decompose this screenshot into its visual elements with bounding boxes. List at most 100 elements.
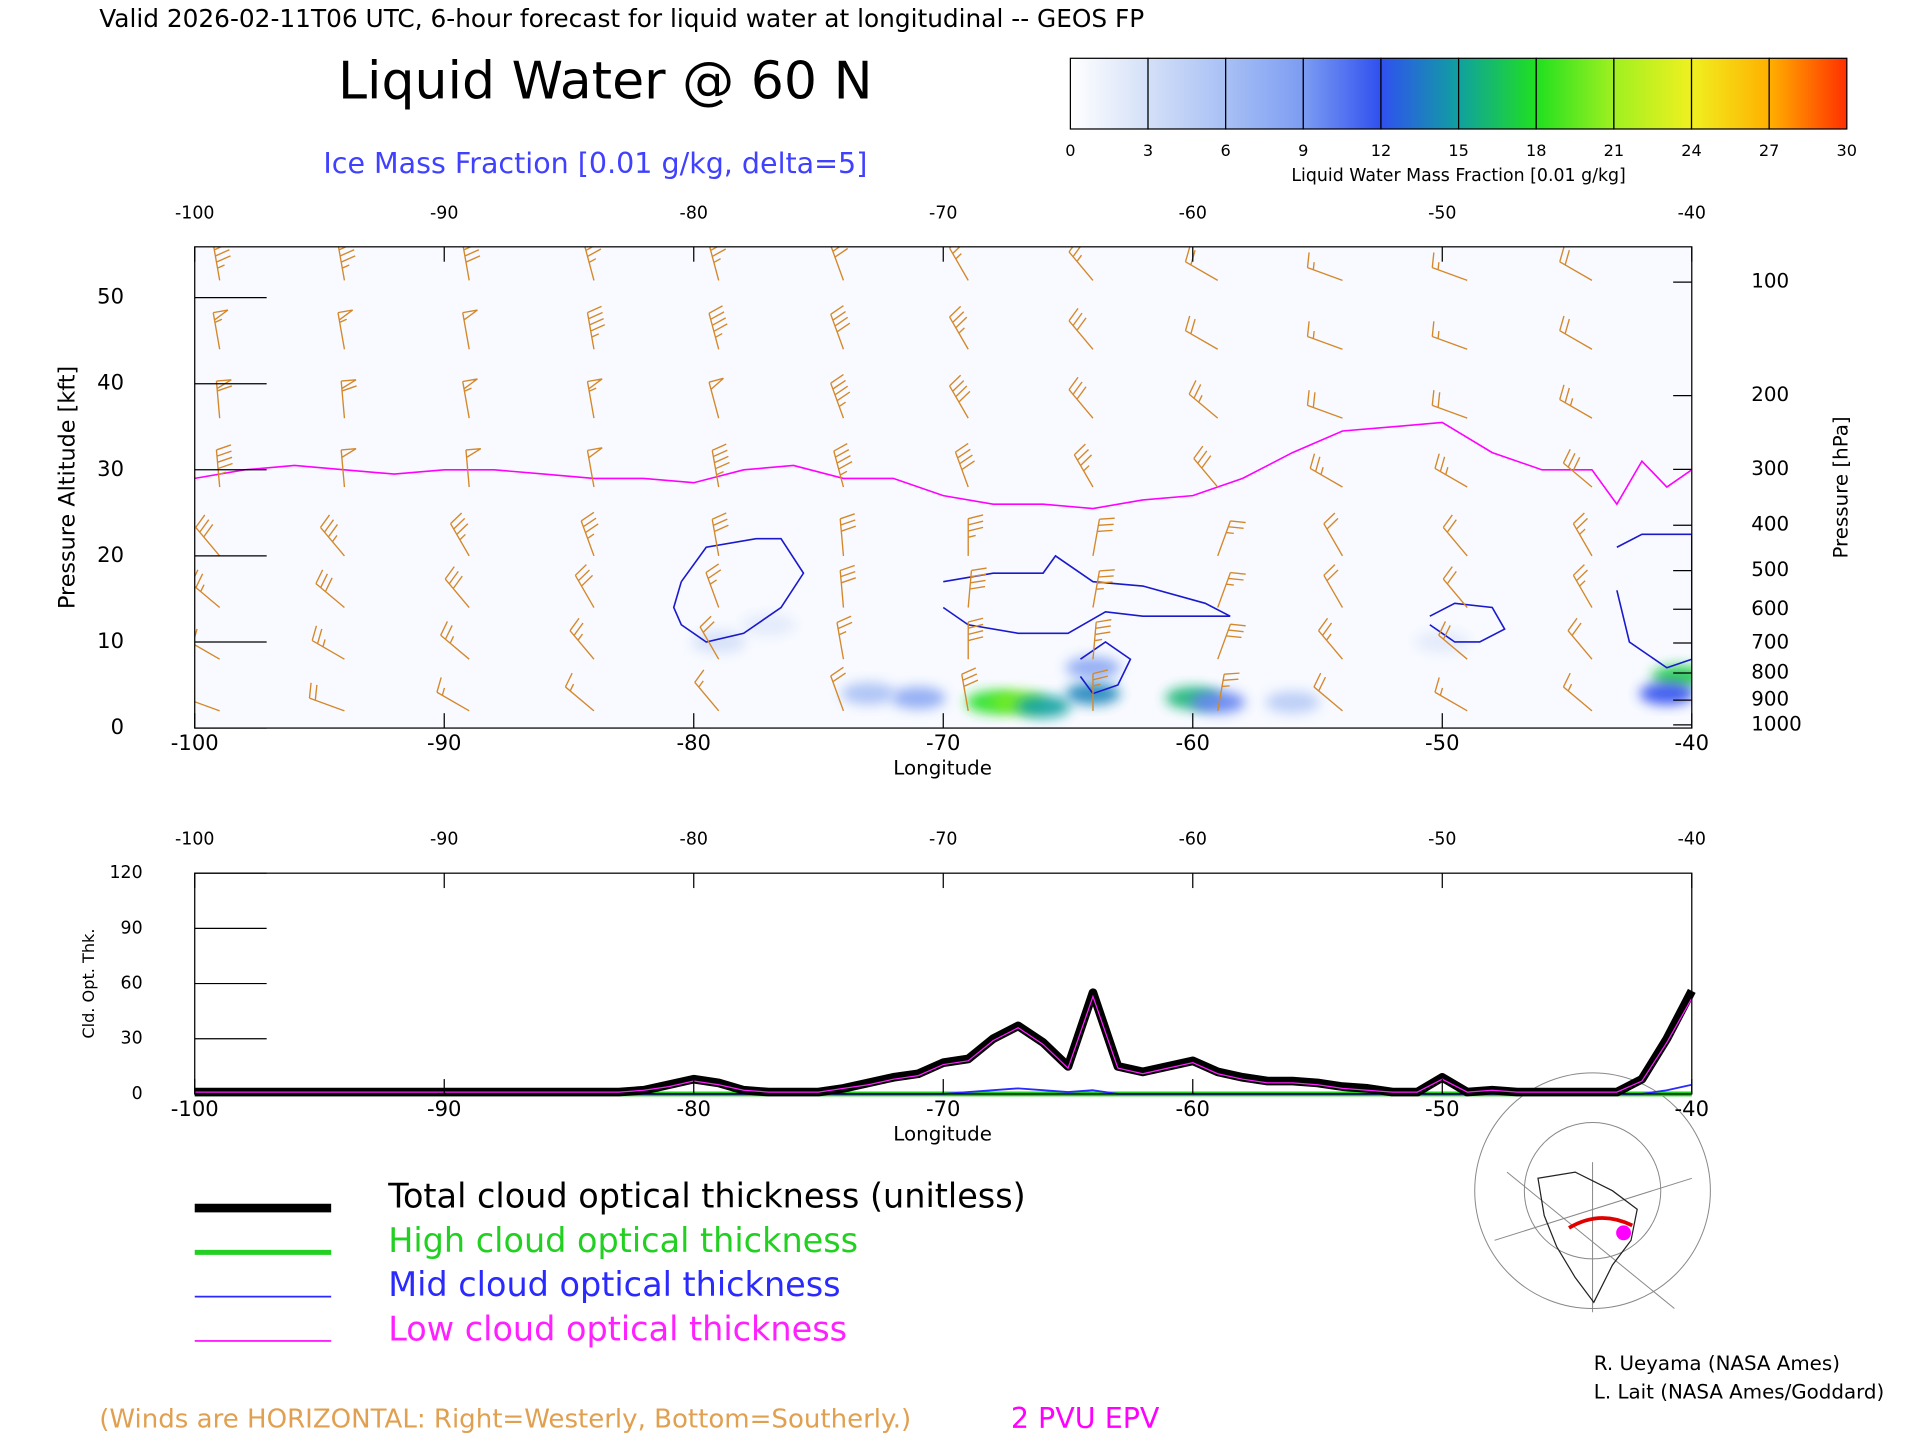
wind-barb — [1306, 252, 1343, 282]
y-tick-label: 20 — [97, 542, 124, 567]
wind-barb — [833, 443, 853, 488]
wind-barb — [1442, 566, 1468, 608]
x-tick-label: -90 — [427, 730, 461, 755]
wind-barb — [1217, 571, 1246, 608]
wind-barb — [586, 305, 606, 350]
x-tick-label: -100 — [171, 1096, 219, 1121]
wind-barb — [1434, 453, 1468, 488]
x-tick-label: -80 — [677, 1096, 711, 1121]
epv-note: 2 PVU EPV — [1011, 1402, 1160, 1435]
colorbar-tick-label: 27 — [1759, 141, 1780, 160]
colorbar-box — [1225, 57, 1304, 130]
wind-barb — [830, 374, 851, 419]
wind-barb — [1431, 252, 1468, 282]
x-axis-title: Longitude — [893, 756, 992, 779]
liquid-water-cell — [1265, 691, 1320, 714]
wind-barb — [1217, 672, 1240, 711]
y2-axis-title: Pressure [hPa] — [1829, 416, 1852, 558]
colorbar-box — [1302, 57, 1382, 130]
colorbar-box — [1613, 57, 1693, 130]
wind-barb — [949, 374, 971, 419]
liquid-water-cell — [1414, 630, 1470, 654]
wind-barb — [1317, 617, 1343, 660]
y2-tick-label: 300 — [1751, 457, 1789, 480]
wind-barb — [574, 564, 595, 608]
wind-barb — [1559, 246, 1593, 281]
colorbar-tick-label: 9 — [1298, 141, 1308, 160]
x-tick-label-top: -60 — [1179, 830, 1207, 850]
wind-barb — [586, 378, 603, 419]
colorbar-tick-label: 6 — [1221, 141, 1231, 160]
colorbar-tick-label: 3 — [1143, 141, 1153, 160]
y2-tick-label: 800 — [1751, 661, 1789, 684]
legend-label: Total cloud optical thickness (unitless) — [387, 1177, 1026, 1216]
wind-barb — [315, 569, 345, 609]
wind-barb — [1559, 315, 1593, 350]
x-tick-label: -50 — [1425, 730, 1459, 755]
legend-label: High cloud optical thickness — [388, 1221, 858, 1260]
wind-barb — [194, 701, 220, 712]
ice-contour — [1429, 602, 1506, 643]
ice-contour — [1616, 533, 1692, 669]
map-meridian — [1494, 1177, 1692, 1241]
liquid-water-cell — [741, 613, 796, 636]
wind-barb — [1323, 564, 1344, 608]
wind-barb — [839, 564, 857, 608]
liquid-water-cell — [1065, 656, 1121, 679]
wind-barb — [830, 305, 851, 350]
colorbar-label: Liquid Water Mass Fraction [0.01 g/kg] — [1291, 166, 1625, 186]
wind-barb — [1572, 512, 1593, 557]
y-axis-title: Cld. Opt. Thk. — [79, 928, 98, 1038]
y-tick-label: 50 — [97, 284, 124, 309]
x-tick-label: -80 — [677, 730, 711, 755]
wind-barb — [1068, 376, 1094, 419]
wind-barb — [1068, 246, 1094, 281]
wind-barb — [449, 512, 470, 557]
wind-barb — [1073, 443, 1094, 488]
x-tick-label-top: -50 — [1428, 203, 1456, 223]
wind-barb — [967, 514, 984, 556]
x-axis-title: Longitude — [893, 1122, 992, 1145]
wind-barb — [1559, 384, 1593, 419]
locator-map — [1474, 1072, 1711, 1313]
ice-contour — [1079, 641, 1132, 695]
wind-barb — [708, 246, 727, 281]
y-tick-label: 0 — [132, 1084, 143, 1104]
wind-barb — [308, 682, 345, 712]
wind-barb — [215, 379, 233, 419]
wind-barb — [1442, 514, 1468, 557]
wind-barb — [1217, 623, 1246, 660]
wind-barb — [564, 672, 595, 712]
wind-barb — [440, 621, 470, 660]
x-tick-label: -70 — [926, 1096, 960, 1121]
wind-barb — [1306, 321, 1343, 350]
x-tick-label-top: -100 — [175, 830, 214, 850]
wind-barb — [569, 617, 595, 660]
map-frame — [1494, 1162, 1692, 1313]
wind-barb — [1068, 307, 1094, 350]
subtitle: Ice Mass Fraction [0.01 g/kg, delta=5] — [323, 147, 867, 180]
liquid-water-cell — [1015, 695, 1071, 718]
x-tick-label-top: -60 — [1179, 203, 1207, 223]
colorbar-tick-label: 15 — [1448, 141, 1469, 160]
wind-barb — [694, 669, 720, 712]
colorbar-box — [1457, 57, 1537, 130]
main-title: Liquid Water @ 60 N — [338, 51, 873, 111]
colorbar-box — [1535, 57, 1615, 130]
ice-contour — [672, 537, 805, 643]
colorbar-tick-label: 21 — [1604, 141, 1625, 160]
wind-barb — [1313, 672, 1343, 712]
epv-line — [194, 421, 1692, 510]
y-tick-label: 90 — [121, 918, 143, 938]
plot-content — [194, 246, 1692, 718]
wind-barb — [1323, 512, 1344, 557]
wind-barb — [949, 305, 969, 350]
y-tick-label: 40 — [97, 370, 124, 395]
y2-tick-label: 400 — [1751, 513, 1789, 536]
wind-barb — [584, 246, 602, 281]
wind-barb — [215, 444, 233, 488]
x-tick-label-top: -40 — [1678, 830, 1706, 850]
liquid-water-cell — [1639, 682, 1692, 705]
wind-barb — [961, 667, 979, 711]
wind-barb — [1092, 517, 1115, 557]
